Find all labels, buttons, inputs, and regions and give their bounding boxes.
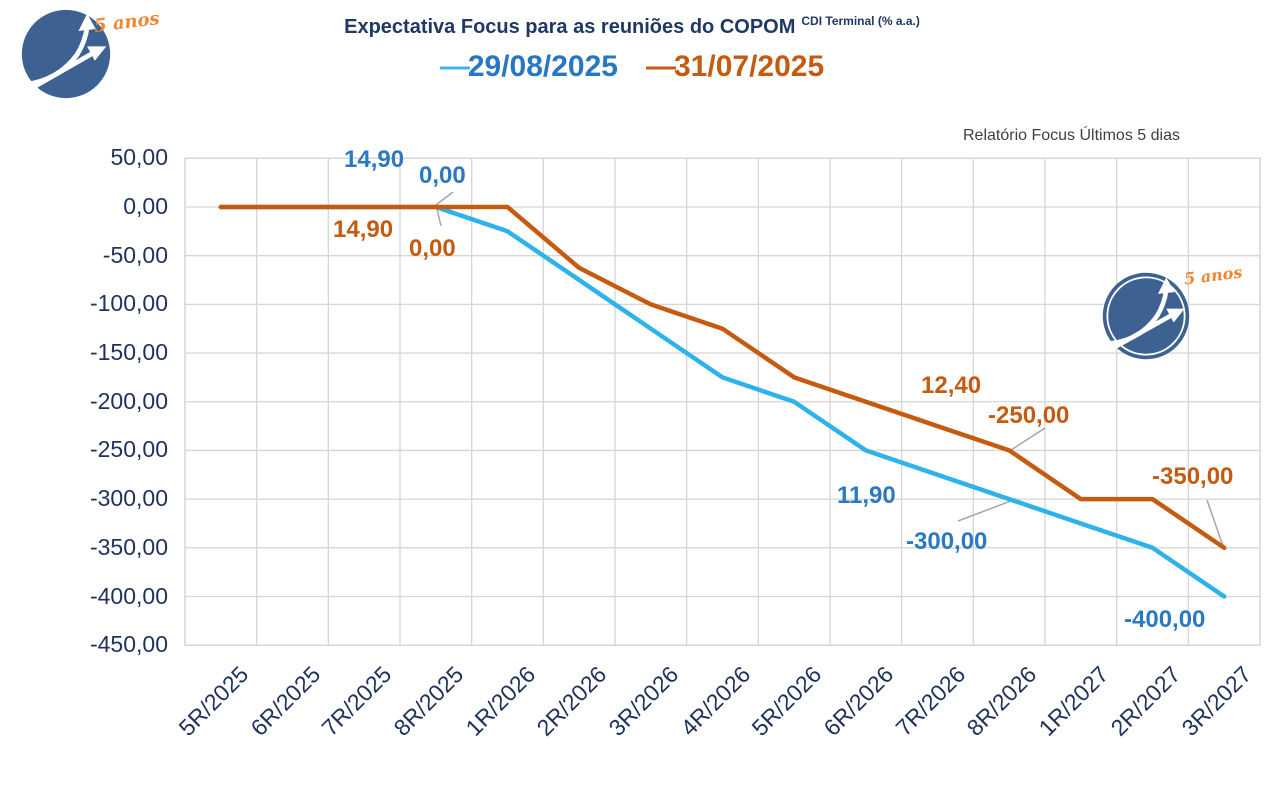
y-tick-label: -150,00 bbox=[89, 339, 168, 366]
legend-label: 31/07/2025 bbox=[674, 50, 825, 83]
y-tick-label: -450,00 bbox=[89, 631, 168, 658]
data-label-value: 0,00 bbox=[419, 162, 466, 189]
plot-border bbox=[184, 157, 1261, 646]
series-line-31-07-2025 bbox=[218, 204, 1227, 551]
y-tick-label: -250,00 bbox=[89, 436, 168, 463]
chart-header: Expectativa Focus para as reuniões do CO… bbox=[0, 14, 1264, 39]
y-tick-label: -350,00 bbox=[89, 533, 168, 560]
callout-leader-line bbox=[957, 498, 1017, 522]
data-label-value: 0,00 bbox=[409, 235, 456, 262]
page-title: Expectativa Focus para as reuniões do CO… bbox=[344, 16, 796, 38]
callout-leader-line bbox=[1206, 499, 1224, 547]
y-tick-label: -100,00 bbox=[89, 290, 168, 317]
legend-dash-icon: — bbox=[439, 50, 470, 83]
y-tick-label: -200,00 bbox=[89, 387, 168, 414]
y-tick-label: 0,00 bbox=[123, 192, 168, 219]
data-label-value: -400,00 bbox=[1124, 606, 1206, 633]
data-label-value: -300,00 bbox=[906, 528, 988, 555]
legend-item-29-08-2025: —29/08/2025 bbox=[440, 50, 618, 84]
data-label-rate: 11,90 bbox=[837, 482, 896, 509]
annotation-relatorio-focus: Relatório Focus Últimos 5 dias bbox=[963, 127, 1180, 144]
data-label-rate: 14,90 bbox=[344, 146, 405, 173]
y-tick-label: -400,00 bbox=[89, 582, 168, 609]
data-label-rate: 12,40 bbox=[921, 372, 982, 399]
company-logo bbox=[18, 6, 114, 107]
watermark-logo bbox=[1100, 268, 1192, 369]
legend-dash-icon: — bbox=[646, 50, 676, 83]
callout-leader-line bbox=[435, 191, 454, 206]
y-tick-label: -50,00 bbox=[102, 241, 168, 268]
y-tick-label: -300,00 bbox=[89, 485, 168, 512]
chart-legend: —29/08/2025 —31/07/2025 bbox=[0, 50, 1264, 84]
title-superscript: CDI Terminal (% a.a.) bbox=[801, 14, 920, 28]
legend-item-31-07-2025: —31/07/2025 bbox=[646, 50, 824, 84]
legend-label: 29/08/2025 bbox=[467, 50, 618, 83]
data-label-value: -350,00 bbox=[1152, 463, 1234, 490]
y-tick-label: 50,00 bbox=[110, 144, 168, 171]
data-label-value: -250,00 bbox=[988, 402, 1070, 429]
data-label-rate: 14,90 bbox=[333, 216, 394, 243]
callout-leader-line bbox=[1010, 427, 1046, 451]
logo-arrows-icon bbox=[21, 9, 111, 99]
watermark-arrows-icon bbox=[1102, 272, 1190, 360]
